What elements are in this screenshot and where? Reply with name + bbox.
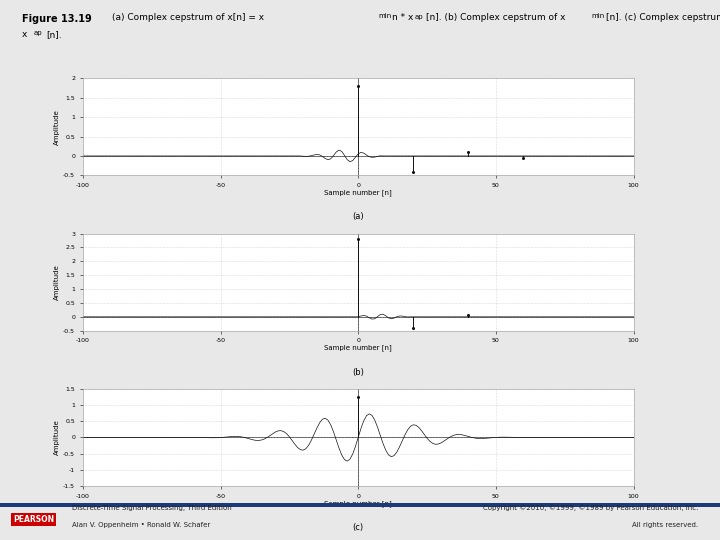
Text: min: min	[378, 14, 391, 19]
Text: min: min	[591, 14, 604, 19]
Text: ap: ap	[34, 30, 42, 36]
Text: Discrete-Time Signal Processing, Third Edition: Discrete-Time Signal Processing, Third E…	[72, 505, 232, 511]
X-axis label: Sample number [n]: Sample number [n]	[324, 500, 392, 507]
Text: (a) Complex cepstrum of x[n] = x: (a) Complex cepstrum of x[n] = x	[112, 14, 264, 23]
Y-axis label: Amplitude: Amplitude	[55, 264, 60, 300]
Text: n * x: n * x	[392, 14, 414, 23]
Text: Figure 13.19: Figure 13.19	[22, 14, 91, 24]
Text: (c): (c)	[353, 523, 364, 532]
Text: [n]. (b) Complex cepstrum of x: [n]. (b) Complex cepstrum of x	[426, 14, 566, 23]
Text: Copyright ©2010, ©1999, ©1989 by Pearson Education, Inc.: Copyright ©2010, ©1999, ©1989 by Pearson…	[483, 505, 698, 511]
Text: PEARSON: PEARSON	[13, 515, 54, 524]
Text: [n]. (c) Complex cepstrum of: [n]. (c) Complex cepstrum of	[606, 14, 720, 23]
Text: (a): (a)	[352, 212, 364, 221]
Text: [n].: [n].	[46, 30, 62, 39]
Y-axis label: Amplitude: Amplitude	[55, 420, 60, 455]
Text: x: x	[22, 30, 27, 39]
X-axis label: Sample number [n]: Sample number [n]	[324, 190, 392, 196]
Y-axis label: Amplitude: Amplitude	[55, 109, 60, 145]
Text: All rights reserved.: All rights reserved.	[632, 522, 698, 528]
X-axis label: Sample number [n]: Sample number [n]	[324, 345, 392, 352]
Text: Alan V. Oppenheim • Ronald W. Schafer: Alan V. Oppenheim • Ronald W. Schafer	[72, 522, 210, 528]
Text: (b): (b)	[352, 368, 364, 376]
Text: ap: ap	[415, 14, 423, 19]
